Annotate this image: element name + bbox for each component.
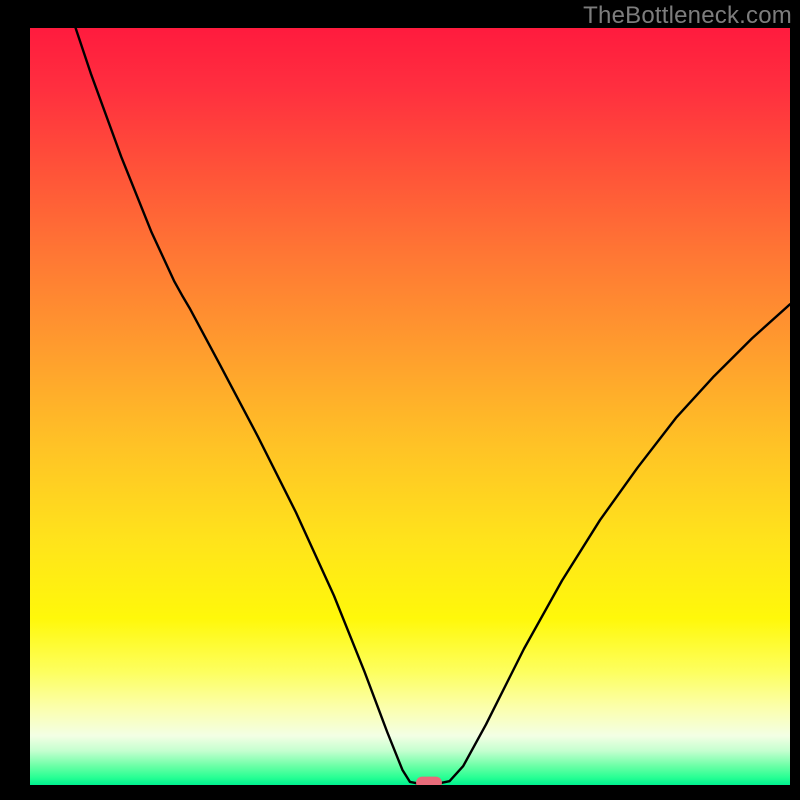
plot-area (30, 28, 790, 785)
optimum-marker (416, 777, 442, 785)
watermark-text: TheBottleneck.com (583, 2, 792, 30)
bottleneck-curve (76, 28, 790, 784)
curve-svg (30, 28, 790, 785)
chart-container: TheBottleneck.com (0, 0, 800, 800)
